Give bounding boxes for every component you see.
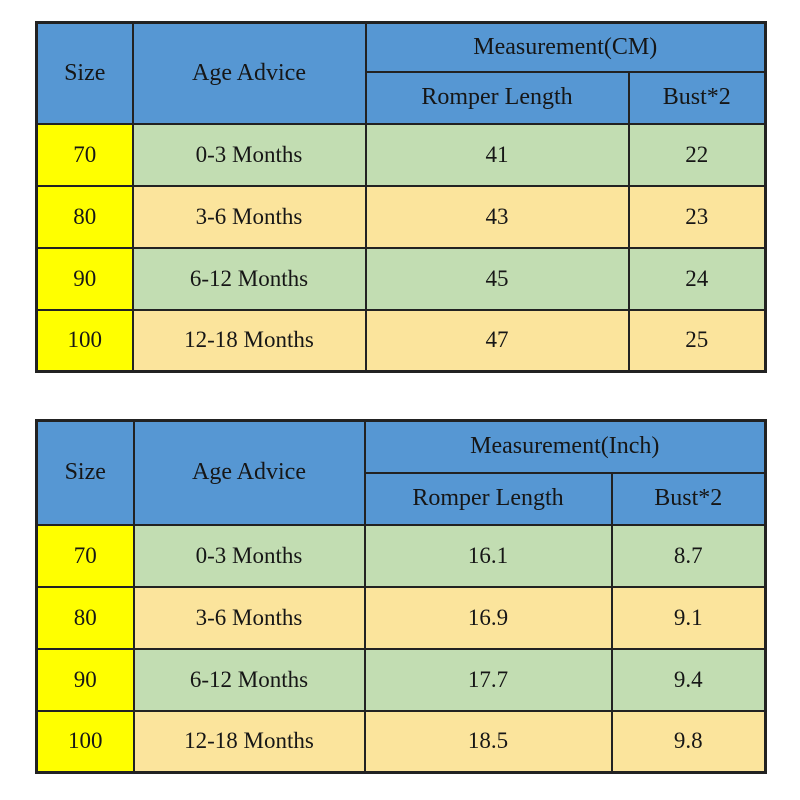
bust-cell: 25 — [627, 308, 767, 373]
age-advice-column-header: Age Advice — [131, 21, 367, 125]
romper-length-cell: 18.5 — [363, 709, 613, 774]
romper-length-cell: 43 — [364, 184, 630, 249]
measurement-cm-group-header: Measurement(CM) — [364, 21, 767, 73]
age-advice-cell: 0-3 Months — [132, 523, 366, 588]
size-cell: 90 — [35, 647, 135, 712]
size-cell: 100 — [35, 709, 135, 774]
age-advice-cell: 3-6 Months — [132, 585, 366, 650]
bust-cell: 9.4 — [610, 647, 767, 712]
size-cell: 80 — [35, 585, 135, 650]
romper-length-cell: 16.1 — [363, 523, 613, 588]
romper-length-cell: 45 — [364, 246, 630, 311]
size-chart-inch-container: Size Age Advice Measurement(Inch) Romper… — [35, 419, 767, 774]
age-advice-cell: 12-18 Months — [132, 709, 366, 774]
size-cell: 70 — [35, 523, 135, 588]
romper-length-column-header: Romper Length — [364, 70, 630, 125]
bust-cell: 9.8 — [610, 709, 767, 774]
age-advice-cell: 6-12 Months — [132, 647, 366, 712]
table-row: 90 6-12 Months 45 24 — [35, 246, 767, 311]
bust-column-header: Bust*2 — [610, 471, 767, 526]
size-column-header: Size — [35, 21, 134, 125]
age-advice-column-header: Age Advice — [132, 419, 366, 526]
size-cell: 80 — [35, 184, 134, 249]
table-row: 100 12-18 Months 18.5 9.8 — [35, 709, 767, 774]
size-cell: 90 — [35, 246, 134, 311]
age-advice-cell: 3-6 Months — [131, 184, 367, 249]
table-row: 90 6-12 Months 17.7 9.4 — [35, 647, 767, 712]
bust-cell: 23 — [627, 184, 767, 249]
romper-length-cell: 16.9 — [363, 585, 613, 650]
table-row: 70 0-3 Months 16.1 8.7 — [35, 523, 767, 588]
romper-length-cell: 47 — [364, 308, 630, 373]
table-row: 80 3-6 Months 16.9 9.1 — [35, 585, 767, 650]
bust-column-header: Bust*2 — [627, 70, 767, 125]
size-chart-inch-table: Size Age Advice Measurement(Inch) Romper… — [35, 419, 767, 774]
table-row: 100 12-18 Months 47 25 — [35, 308, 767, 373]
romper-length-cell: 41 — [364, 122, 630, 187]
size-chart-cm-container: Size Age Advice Measurement(CM) Romper L… — [35, 21, 768, 373]
size-cell: 100 — [35, 308, 134, 373]
romper-length-column-header: Romper Length — [363, 471, 613, 526]
size-chart-cm-table: Size Age Advice Measurement(CM) Romper L… — [35, 21, 768, 373]
age-advice-cell: 12-18 Months — [131, 308, 367, 373]
size-cell: 70 — [35, 122, 134, 187]
table-row: 70 0-3 Months 41 22 — [35, 122, 767, 187]
bust-cell: 8.7 — [610, 523, 767, 588]
bust-cell: 22 — [627, 122, 767, 187]
measurement-inch-group-header: Measurement(Inch) — [363, 419, 767, 474]
bust-cell: 9.1 — [610, 585, 767, 650]
table-row: 80 3-6 Months 43 23 — [35, 184, 767, 249]
bust-cell: 24 — [627, 246, 767, 311]
age-advice-cell: 0-3 Months — [131, 122, 367, 187]
size-column-header: Size — [35, 419, 135, 526]
age-advice-cell: 6-12 Months — [131, 246, 367, 311]
romper-length-cell: 17.7 — [363, 647, 613, 712]
